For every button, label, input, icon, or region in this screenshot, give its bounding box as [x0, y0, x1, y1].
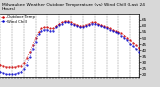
Legend: Outdoor Temp, Wind Chill: Outdoor Temp, Wind Chill [1, 15, 35, 24]
Text: Milwaukee Weather Outdoor Temperature (vs) Wind Chill (Last 24 Hours): Milwaukee Weather Outdoor Temperature (v… [2, 3, 145, 11]
